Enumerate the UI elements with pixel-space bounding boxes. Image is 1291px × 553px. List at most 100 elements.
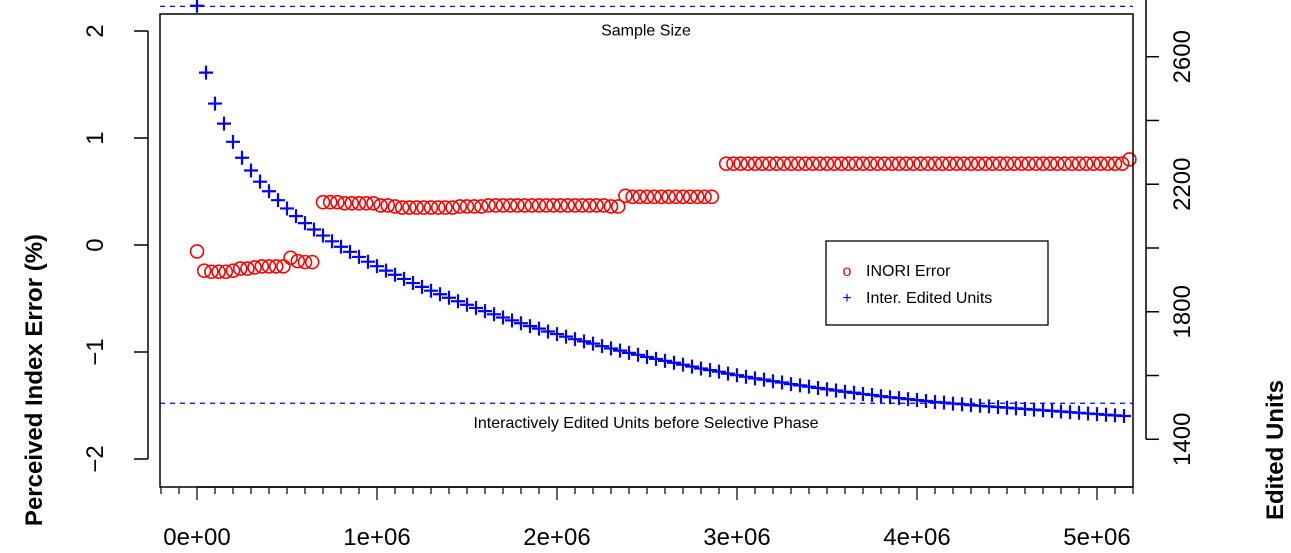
inori-error-point <box>553 198 568 213</box>
inori-error-point <box>510 198 525 213</box>
inori-error-point <box>574 198 590 213</box>
x-tick-label: 3e+06 <box>703 524 770 551</box>
inter-edited-units-point <box>739 369 753 384</box>
inori-error-point <box>862 156 878 171</box>
inter-edited-units-point <box>802 379 816 394</box>
inori-error-point <box>978 156 993 171</box>
inter-edited-units-point <box>244 163 258 178</box>
inori-error-point <box>949 156 964 171</box>
inter-edited-units-point <box>451 294 465 309</box>
inori-error-point <box>682 189 698 205</box>
inori-error-point <box>452 199 468 214</box>
inori-error-point <box>474 199 489 214</box>
inter-edited-units-point <box>199 65 213 80</box>
inori-error-point <box>387 199 403 214</box>
inter-edited-units-point <box>865 387 879 402</box>
inori-error-point <box>524 198 540 213</box>
inter-edited-units-point <box>757 372 771 387</box>
inori-error-point <box>1057 156 1072 171</box>
inter-edited-units-point <box>388 267 402 282</box>
inori-error-point <box>790 156 806 171</box>
inori-error-point <box>211 264 226 280</box>
x-tick-label: 4e+06 <box>883 524 950 551</box>
inori-error-point <box>218 264 234 280</box>
inter-edited-units-point <box>190 0 204 13</box>
inter-edited-units-point <box>532 321 546 336</box>
inter-edited-units-point <box>514 316 528 331</box>
inori-error-point <box>1107 156 1123 171</box>
inori-error-point <box>380 198 396 213</box>
inori-error-point <box>189 244 205 259</box>
inori-error-point <box>934 156 950 171</box>
inter-edited-units-point <box>550 327 564 342</box>
inter-edited-units-point <box>361 254 375 269</box>
inori-error-point <box>798 156 813 171</box>
inori-error-point <box>1071 156 1087 171</box>
legend-box <box>825 240 1049 326</box>
inter-edited-units-point <box>307 222 321 237</box>
inori-error-point <box>762 156 777 171</box>
legend-symbol: o <box>843 263 852 280</box>
inter-edited-units-point <box>397 271 411 286</box>
inori-error-point <box>870 156 885 171</box>
inter-edited-units-point <box>415 279 429 294</box>
legend-label: INORI Error <box>866 263 951 280</box>
inter-edited-units-point <box>523 319 537 334</box>
inori-error-point <box>906 156 921 171</box>
inori-error-point <box>783 156 799 171</box>
inter-edited-units-point <box>406 276 420 291</box>
inter-edited-units-point <box>505 313 519 328</box>
inori-error-point <box>466 199 482 214</box>
inori-error-point <box>1093 156 1108 171</box>
inter-edited-units-point <box>217 116 231 131</box>
inter-edited-units-point <box>226 134 240 149</box>
inter-edited-units-point <box>280 201 294 216</box>
inter-edited-units-point <box>847 385 861 400</box>
inori-error-point <box>315 194 331 210</box>
inter-edited-units-point <box>235 150 249 165</box>
inter-edited-units-point <box>469 300 483 315</box>
inori-error-point <box>196 263 212 278</box>
inter-edited-units-point <box>712 364 726 379</box>
inori-error-point <box>963 156 979 171</box>
inori-error-point <box>502 198 518 213</box>
inter-edited-units-point <box>649 351 663 366</box>
inori-error-point <box>754 156 770 171</box>
inori-error-point <box>290 253 306 269</box>
inori-error-point <box>603 199 619 214</box>
inori-error-point <box>704 189 720 205</box>
inter-edited-units-point <box>262 184 276 199</box>
inter-edited-units-point <box>478 304 492 319</box>
inori-error-point <box>884 156 900 171</box>
inori-error-point <box>351 195 367 211</box>
x-tick-label: 2e+06 <box>523 524 590 551</box>
inori-error-point <box>596 198 612 213</box>
inori-error-point <box>913 156 928 171</box>
axes: 0e+00 1e+06 2e+06 3e+06 4e+06 5e+06 −2 −1 0 1 2 Per… <box>21 0 1289 551</box>
inter-edited-units-point <box>631 347 645 362</box>
inter-edited-units-point <box>568 332 582 347</box>
inter-edited-units-point <box>487 307 501 322</box>
inter-edited-units-point <box>721 366 735 381</box>
inter-edited-units-point <box>793 378 807 393</box>
inori-error-point <box>344 195 360 211</box>
y-left-axis-title: Perceived Index Error (%) <box>21 234 48 526</box>
inori-error-point <box>1042 156 1058 171</box>
inter-edited-units-point <box>370 259 384 274</box>
inori-error-point <box>999 156 1015 171</box>
inori-error-point <box>776 156 792 171</box>
inter-edited-units-point <box>694 361 708 376</box>
inori-error-point <box>445 200 460 215</box>
inori-error-point <box>1014 156 1029 171</box>
y-right-tick-label: 1400 <box>1169 413 1196 466</box>
inter-edited-units-point <box>424 283 438 298</box>
inter-edited-units-point <box>730 368 744 383</box>
inter-edited-units-point <box>559 329 573 344</box>
x-tick-label: 1e+06 <box>343 524 410 551</box>
inori-error-point <box>1021 156 1036 171</box>
inori-error-point <box>726 156 741 171</box>
inter-edited-units-point <box>748 371 762 386</box>
inter-edited-units-point <box>676 357 690 372</box>
inori-error-point <box>855 156 871 171</box>
